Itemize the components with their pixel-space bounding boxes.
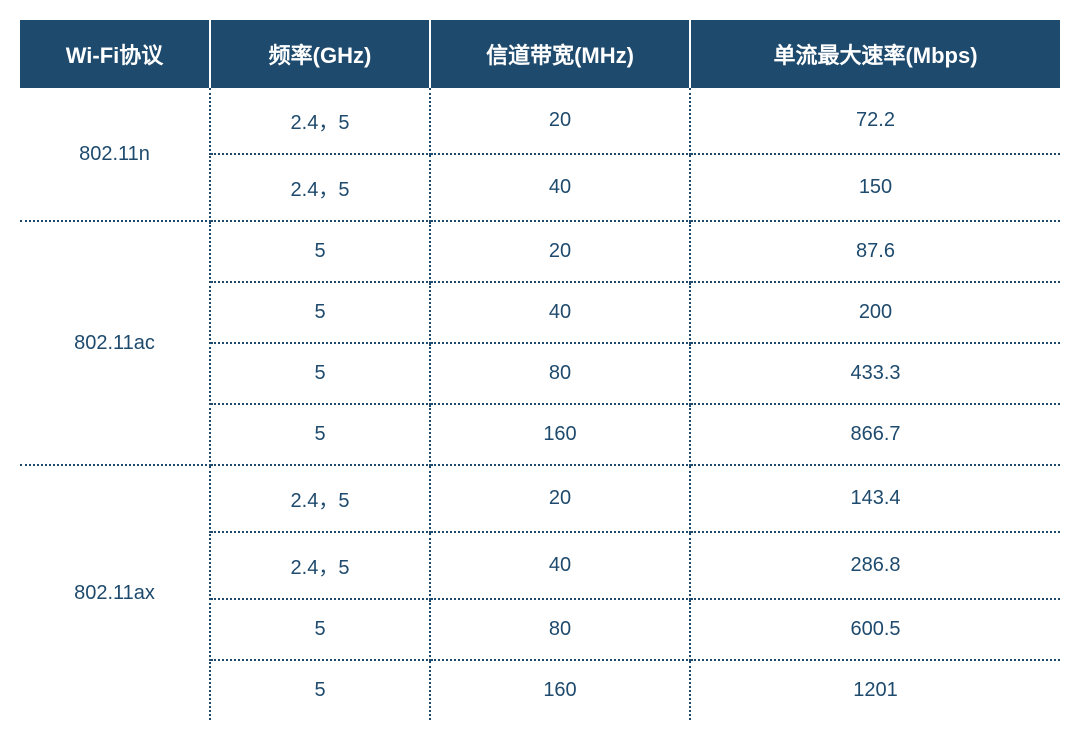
table-header-row: Wi-Fi协议 频率(GHz) 信道带宽(MHz) 单流最大速率(Mbps) bbox=[20, 20, 1060, 88]
cell-freq: 2.4，5 bbox=[210, 532, 430, 599]
table-row: 802.11n 2.4，5 20 72.2 bbox=[20, 88, 1060, 154]
cell-freq: 2.4，5 bbox=[210, 465, 430, 532]
cell-freq: 5 bbox=[210, 660, 430, 720]
cell-bw: 160 bbox=[430, 404, 690, 465]
cell-bw: 40 bbox=[430, 154, 690, 221]
cell-rate: 200 bbox=[690, 282, 1060, 343]
wifi-spec-table: Wi-Fi协议 频率(GHz) 信道带宽(MHz) 单流最大速率(Mbps) 8… bbox=[20, 20, 1060, 720]
cell-bw: 80 bbox=[430, 343, 690, 404]
cell-rate: 286.8 bbox=[690, 532, 1060, 599]
table-row: 802.11ax 2.4，5 20 143.4 bbox=[20, 465, 1060, 532]
cell-rate: 72.2 bbox=[690, 88, 1060, 154]
cell-rate: 87.6 bbox=[690, 221, 1060, 282]
cell-rate: 866.7 bbox=[690, 404, 1060, 465]
cell-rate: 150 bbox=[690, 154, 1060, 221]
col-header-protocol: Wi-Fi协议 bbox=[20, 20, 210, 88]
cell-rate: 1201 bbox=[690, 660, 1060, 720]
col-header-bw: 信道带宽(MHz) bbox=[430, 20, 690, 88]
table-row: 802.11ac 5 20 87.6 bbox=[20, 221, 1060, 282]
cell-bw: 40 bbox=[430, 532, 690, 599]
cell-rate: 433.3 bbox=[690, 343, 1060, 404]
cell-freq: 5 bbox=[210, 221, 430, 282]
cell-freq: 2.4，5 bbox=[210, 88, 430, 154]
col-header-rate: 单流最大速率(Mbps) bbox=[690, 20, 1060, 88]
cell-bw: 160 bbox=[430, 660, 690, 720]
cell-bw: 20 bbox=[430, 221, 690, 282]
cell-freq: 5 bbox=[210, 282, 430, 343]
cell-protocol: 802.11ax bbox=[20, 465, 210, 720]
cell-bw: 80 bbox=[430, 599, 690, 660]
cell-freq: 2.4，5 bbox=[210, 154, 430, 221]
cell-freq: 5 bbox=[210, 599, 430, 660]
cell-freq: 5 bbox=[210, 404, 430, 465]
cell-rate: 600.5 bbox=[690, 599, 1060, 660]
col-header-freq: 频率(GHz) bbox=[210, 20, 430, 88]
cell-bw: 40 bbox=[430, 282, 690, 343]
cell-freq: 5 bbox=[210, 343, 430, 404]
cell-bw: 20 bbox=[430, 465, 690, 532]
cell-protocol: 802.11ac bbox=[20, 221, 210, 465]
cell-protocol: 802.11n bbox=[20, 88, 210, 221]
cell-rate: 143.4 bbox=[690, 465, 1060, 532]
cell-bw: 20 bbox=[430, 88, 690, 154]
